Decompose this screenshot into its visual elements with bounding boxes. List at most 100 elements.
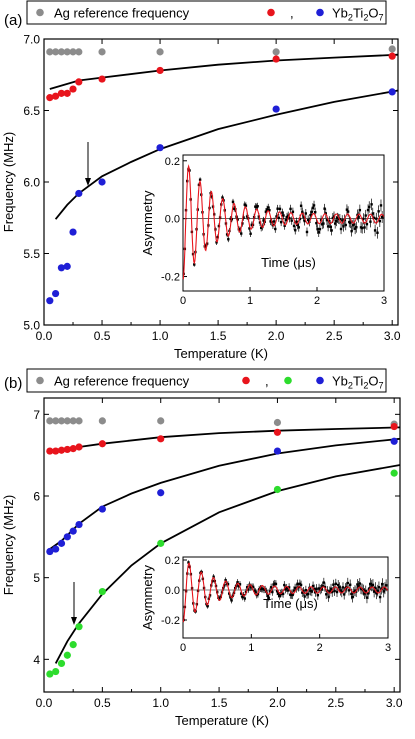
legend-text-part: 7	[379, 13, 384, 23]
inset-data-point	[325, 218, 329, 222]
inset-data-point	[368, 587, 371, 590]
inset-data-point	[296, 223, 299, 227]
inset-data-point	[376, 589, 379, 592]
data-point	[157, 539, 165, 547]
inset-data-point	[269, 586, 273, 589]
fit-curve	[49, 53, 399, 90]
inset-data-point	[349, 221, 352, 224]
inset-data-point	[375, 592, 378, 595]
legend-text-part: Ti	[353, 6, 363, 21]
inset-data-point	[279, 220, 283, 224]
inset-data-point	[204, 244, 208, 247]
inset-data-point	[362, 217, 365, 221]
inset-data-point	[358, 208, 362, 212]
inset-data-point	[251, 585, 255, 589]
inset-data-point	[340, 590, 343, 594]
data-point	[52, 667, 60, 676]
inset-data-point	[372, 590, 376, 593]
inset-data-point	[348, 583, 352, 586]
inset-data-point	[307, 592, 310, 596]
inset-data-point	[277, 592, 280, 595]
data-point	[273, 447, 282, 455]
inset-data-point	[341, 219, 344, 222]
legend-label: Yb2​Ti2​O7​	[332, 6, 384, 23]
inset-data-point	[276, 207, 279, 210]
inset-data-point	[302, 215, 305, 218]
x-tick-label: 0.5	[94, 329, 111, 343]
inset-data-point	[286, 214, 290, 217]
inset-data-point	[378, 595, 382, 599]
legend-text-part: O	[368, 374, 378, 389]
inset-data-point	[303, 219, 306, 223]
inset-data-point	[254, 590, 257, 593]
data-point	[272, 105, 280, 113]
y-tick-label: 7.0	[23, 33, 40, 47]
data-point	[52, 417, 60, 425]
data-point	[388, 45, 396, 53]
inset-data-point	[378, 219, 382, 223]
inset-data-point	[355, 226, 358, 229]
inset-data-point	[375, 217, 378, 220]
data-point	[98, 75, 106, 83]
inset-data-point	[339, 589, 342, 592]
y-tick-label: 5	[33, 571, 40, 585]
inset-data-point	[358, 582, 361, 585]
inset-data-point	[341, 586, 345, 589]
x-tick-label: 1.0	[152, 696, 169, 710]
legend-box	[26, 368, 387, 393]
inset-data-point	[337, 583, 340, 587]
inset-data-point	[321, 585, 324, 588]
inset-data-point	[288, 217, 291, 220]
inset-data-point	[318, 227, 322, 231]
inset-data-point	[342, 225, 345, 228]
inset-data-point	[383, 587, 387, 590]
inset-data-point	[346, 210, 350, 213]
inset-data-point	[284, 218, 288, 222]
data-point	[75, 48, 83, 56]
inset-x-tick-label: 2	[314, 295, 320, 307]
inset-data-point	[356, 583, 359, 586]
inset-data-point	[236, 581, 239, 584]
data-point	[388, 88, 396, 96]
data-point	[273, 428, 282, 436]
fit-curve	[54, 89, 399, 220]
data-point	[69, 85, 77, 93]
inset-data-point	[345, 208, 349, 211]
x-tick-label: 0.5	[94, 696, 111, 710]
y-tick-label: 6	[33, 490, 40, 504]
inset-data-point	[304, 588, 308, 592]
data-point	[52, 289, 60, 298]
inset-data-point	[360, 226, 364, 230]
data-point	[57, 539, 66, 547]
inset-data-point	[371, 583, 375, 587]
inset-data-point	[301, 591, 304, 594]
inset-data-point	[230, 218, 234, 221]
fit-curve	[49, 426, 401, 452]
data-point	[46, 297, 54, 305]
x-tick-label: 2.5	[327, 696, 344, 710]
legend-marker	[316, 376, 324, 385]
inset-data-point	[317, 231, 320, 234]
inset: 0 1 2 3 0.2 0.0 -0.2 Time (μs) Asymmetry	[140, 154, 387, 307]
inset-data-point	[329, 225, 332, 229]
inset-data-point	[353, 227, 357, 230]
inset-data-point	[238, 228, 242, 232]
inset-data-point	[231, 200, 235, 204]
inset-data-point	[323, 585, 327, 589]
data-point	[52, 545, 60, 553]
inset-data-point	[315, 587, 318, 590]
inset-data-point	[291, 593, 294, 597]
inset-data-point	[262, 219, 265, 222]
inset-y-tick-label: 0.0	[165, 585, 180, 597]
inset-y-axis-label: Asymmetry	[140, 565, 155, 631]
inset-data-point	[310, 590, 314, 593]
inset-y-tick-label: -0.2	[161, 615, 180, 627]
inset-data-point	[374, 586, 377, 590]
inset-data-point	[247, 588, 250, 591]
inset-data-point	[289, 207, 292, 211]
inset-data-point	[326, 225, 330, 228]
inset-x-axis-label: Time (μs)	[263, 596, 318, 611]
data-point	[63, 445, 71, 454]
inset-data-point	[215, 241, 218, 244]
inset-data-point	[283, 224, 286, 227]
